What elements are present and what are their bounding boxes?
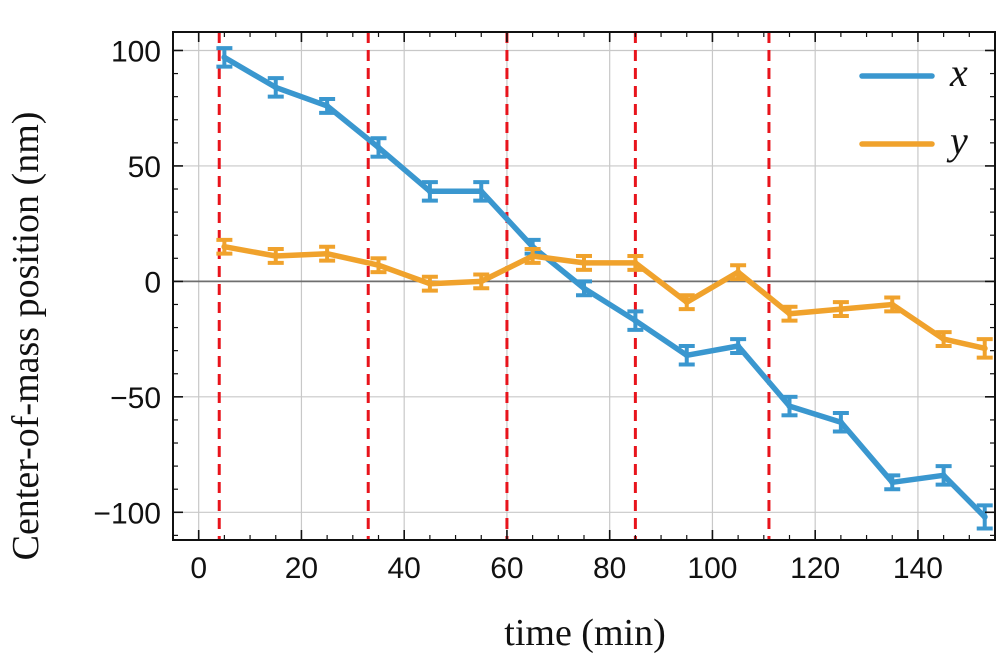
x-tick-label: 80: [593, 552, 626, 585]
series-y: [216, 237, 993, 360]
error-bar: [781, 394, 798, 418]
error-bar: [627, 253, 644, 272]
data-point: [221, 243, 228, 250]
x-tick-label: 0: [190, 552, 207, 585]
error-bar: [976, 503, 993, 531]
error-bar: [473, 180, 490, 203]
error-bar: [781, 304, 798, 323]
error-bar: [935, 330, 952, 349]
data-point: [272, 84, 279, 91]
error-bar: [473, 272, 490, 291]
legend-item-x: x: [859, 50, 968, 95]
data-point: [632, 259, 639, 266]
error-bar: [370, 256, 387, 275]
x-tick-label: 100: [687, 552, 737, 585]
error-bar: [976, 337, 993, 360]
data-point: [981, 345, 988, 352]
series-line-y: [221, 243, 988, 352]
data-point: [837, 419, 844, 426]
data-point: [735, 343, 742, 350]
x-tick-label: 60: [490, 552, 523, 585]
error-bar: [730, 337, 747, 355]
data-point: [683, 299, 690, 306]
error-bar: [832, 300, 849, 319]
data-point: [529, 252, 536, 259]
error-bar: [576, 253, 592, 272]
data-point: [981, 513, 988, 520]
data-point: [426, 280, 433, 287]
x-tick-label: 40: [388, 552, 421, 585]
error-bar: [216, 237, 233, 256]
data-point: [272, 252, 279, 259]
error-bar: [730, 263, 747, 282]
error-bar: [267, 247, 284, 265]
data-point: [375, 262, 382, 269]
error-bar: [576, 279, 592, 298]
data-point: [324, 250, 331, 257]
reference-lines: [217, 32, 771, 540]
data-point: [735, 269, 742, 276]
data-point: [889, 301, 896, 308]
error-bar: [832, 411, 849, 434]
y-tick-label: 50: [128, 151, 161, 184]
data-point: [426, 188, 433, 195]
x-tick-label: 140: [893, 552, 943, 585]
data-point: [478, 278, 485, 285]
data-point: [581, 259, 587, 266]
legend-label: x: [949, 50, 968, 95]
x-axis-label: time (min): [504, 612, 665, 654]
series-x: [216, 46, 993, 531]
error-bar: [319, 96, 336, 115]
legend-item-y: y: [859, 118, 968, 163]
series-layer: [216, 46, 993, 531]
data-point: [940, 472, 947, 479]
error-bar: [627, 309, 644, 332]
error-bar: [319, 244, 336, 263]
error-bar: [884, 295, 901, 314]
error-bar: [267, 76, 284, 99]
error-bar: [421, 274, 438, 293]
data-point: [221, 54, 228, 61]
y-tick-label: 0: [144, 266, 161, 299]
error-bar: [421, 180, 438, 203]
grid: [173, 32, 995, 540]
error-bar: [884, 473, 901, 492]
error-bar: [370, 136, 387, 159]
error-bar: [524, 247, 541, 265]
y-tick-label: 100: [111, 35, 161, 68]
error-bar: [678, 344, 695, 367]
error-bar: [678, 293, 695, 312]
data-point: [683, 352, 690, 359]
legend: xy: [859, 50, 968, 163]
data-point: [940, 336, 947, 343]
data-point: [632, 317, 639, 324]
data-point: [375, 144, 382, 151]
y-axis-label: Center-of-mass position (nm): [5, 112, 47, 561]
legend-label: y: [946, 118, 968, 163]
data-point: [889, 479, 896, 486]
data-point: [324, 102, 331, 109]
y-tick-label: −50: [110, 382, 161, 415]
data-point: [581, 285, 587, 292]
x-tick-label: 120: [790, 552, 840, 585]
error-bar: [216, 46, 233, 69]
data-point: [837, 306, 844, 313]
data-point: [786, 403, 793, 410]
y-tick-label: −100: [93, 497, 161, 530]
error-bar: [935, 464, 952, 487]
data-point: [786, 310, 793, 317]
x-tick-label: 20: [285, 552, 318, 585]
data-point: [478, 188, 485, 195]
ticks: 0 20 40 60 80 100 120 140 100 50 0 −50 −100: [93, 32, 996, 585]
series-line-x: [221, 54, 988, 520]
